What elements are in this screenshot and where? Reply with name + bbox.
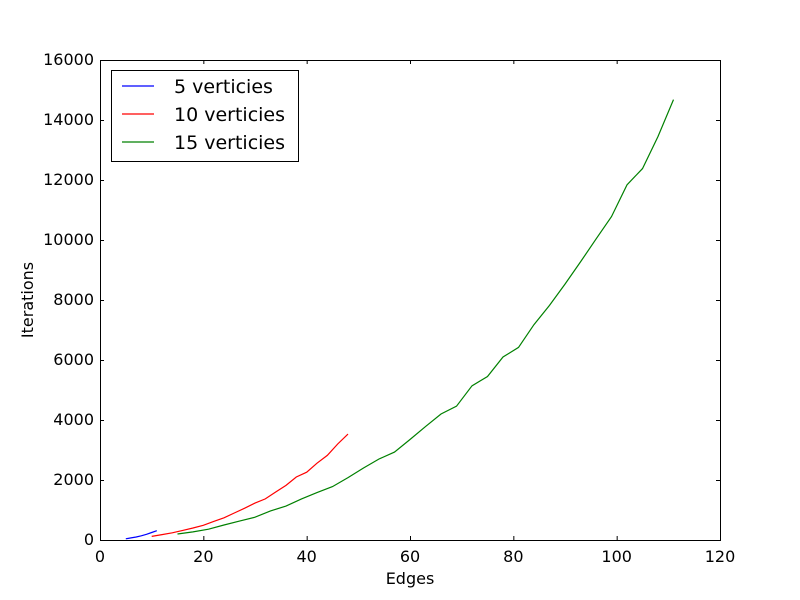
y-tick-label: 4000 [53,410,94,429]
y-tick-label: 6000 [53,350,94,369]
y-axis-label: Iterations [18,262,37,338]
y-tick-label: 0 [84,530,94,549]
y-tick-label: 10000 [43,230,94,249]
series-layer [125,99,675,540]
legend: 5 verticies 10 verticies 15 verticies [111,70,299,162]
x-tick-label: 0 [95,547,105,566]
y-tick-label: 14000 [43,110,94,129]
series-line-1 [151,433,349,537]
y-tick-label: 12000 [43,170,94,189]
x-tick-label: 60 [400,547,420,566]
y-tick-label: 16000 [43,50,94,69]
legend-label-1: 10 verticies [174,104,285,126]
series-line-2 [177,99,675,535]
x-tick-label: 80 [503,547,523,566]
x-axis-label: Edges [386,569,435,588]
tick-layer: 0 20 40 60 80 100 120 0 2000 4000 6000 8000 10000 120… [43,50,735,566]
series-line-0 [125,530,157,540]
x-tick-label: 120 [705,547,736,566]
legend-label-0: 5 verticies [174,76,273,98]
legend-label-2: 15 verticies [174,132,285,154]
x-tick-label: 20 [193,547,213,566]
legend-items: 5 verticies 10 verticies 15 verticies [122,76,285,154]
x-tick-label: 100 [601,547,632,566]
y-tick-label: 8000 [53,290,94,309]
y-tick-label: 2000 [53,470,94,489]
x-tick-label: 40 [296,547,316,566]
